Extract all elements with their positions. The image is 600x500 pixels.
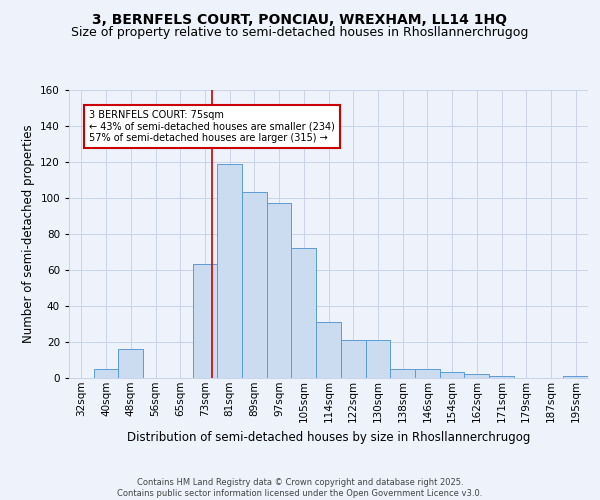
Bar (440, 372, 464, 378)
Bar (563, 376, 588, 378)
Bar (118, 349, 143, 378)
X-axis label: Distribution of semi-detached houses by size in Rhosllannerchrugog: Distribution of semi-detached houses by … (127, 430, 530, 444)
Bar (365, 340, 390, 378)
Bar (489, 376, 514, 378)
Bar (390, 368, 415, 378)
Bar (217, 164, 242, 378)
Y-axis label: Number of semi-detached properties: Number of semi-detached properties (22, 124, 35, 343)
Bar (316, 322, 341, 378)
Bar (242, 192, 267, 378)
Text: 3, BERNFELS COURT, PONCIAU, WREXHAM, LL14 1HQ: 3, BERNFELS COURT, PONCIAU, WREXHAM, LL1… (92, 12, 508, 26)
Bar (267, 203, 292, 378)
Text: Size of property relative to semi-detached houses in Rhosllannerchrugog: Size of property relative to semi-detach… (71, 26, 529, 39)
Bar (292, 248, 316, 378)
Bar (193, 264, 217, 378)
Bar (415, 368, 440, 378)
Bar (464, 374, 489, 378)
Text: Contains HM Land Registry data © Crown copyright and database right 2025.
Contai: Contains HM Land Registry data © Crown c… (118, 478, 482, 498)
Text: 3 BERNFELS COURT: 75sqm
← 43% of semi-detached houses are smaller (234)
57% of s: 3 BERNFELS COURT: 75sqm ← 43% of semi-de… (89, 110, 335, 143)
Bar (94, 368, 118, 378)
Bar (341, 340, 365, 378)
